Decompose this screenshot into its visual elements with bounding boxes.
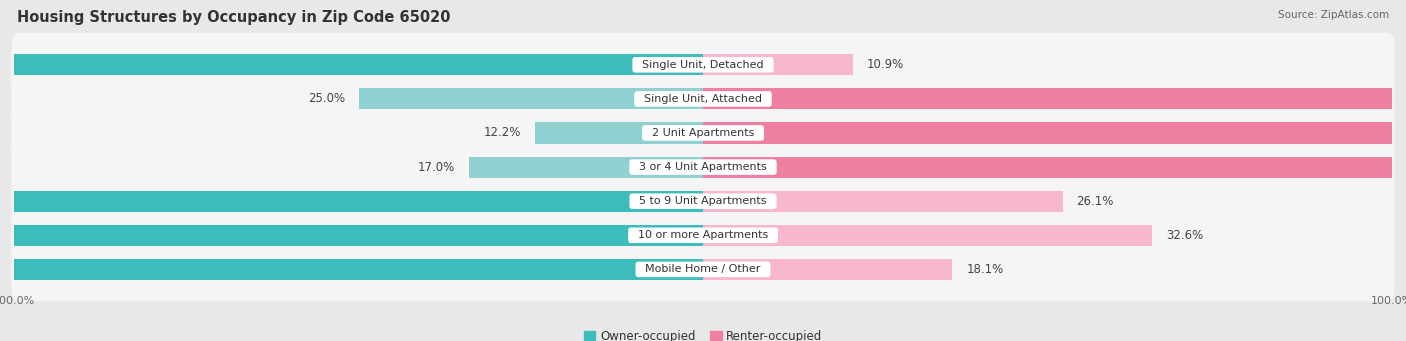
Bar [703,157,1406,178]
Bar [703,225,1152,246]
Text: 17.0%: 17.0% [418,161,456,174]
Text: Housing Structures by Occupancy in Zip Code 65020: Housing Structures by Occupancy in Zip C… [17,10,450,25]
Bar [703,122,1406,144]
Text: 10.9%: 10.9% [868,58,904,71]
Text: 32.6%: 32.6% [1166,229,1204,242]
Bar [0,225,703,246]
Bar [703,191,1063,212]
FancyBboxPatch shape [11,237,1395,301]
Bar [534,122,703,144]
Text: 25.0%: 25.0% [308,92,344,105]
Bar [468,157,703,178]
Bar [0,259,703,280]
Bar [703,259,952,280]
FancyBboxPatch shape [11,203,1395,267]
Text: 12.2%: 12.2% [484,127,522,139]
Text: Mobile Home / Other: Mobile Home / Other [638,264,768,275]
Text: 5 to 9 Unit Apartments: 5 to 9 Unit Apartments [633,196,773,206]
FancyBboxPatch shape [11,33,1395,97]
Text: 3 or 4 Unit Apartments: 3 or 4 Unit Apartments [633,162,773,172]
FancyBboxPatch shape [11,169,1395,233]
Text: Single Unit, Detached: Single Unit, Detached [636,60,770,70]
Text: Source: ZipAtlas.com: Source: ZipAtlas.com [1278,10,1389,20]
FancyBboxPatch shape [11,101,1395,165]
Text: 18.1%: 18.1% [966,263,1004,276]
Bar [0,54,703,75]
Text: 2 Unit Apartments: 2 Unit Apartments [645,128,761,138]
Legend: Owner-occupied, Renter-occupied: Owner-occupied, Renter-occupied [583,330,823,341]
Bar [0,191,703,212]
Text: Single Unit, Attached: Single Unit, Attached [637,94,769,104]
FancyBboxPatch shape [11,67,1395,131]
Text: 26.1%: 26.1% [1077,195,1114,208]
Bar [703,54,853,75]
Text: 10 or more Apartments: 10 or more Apartments [631,230,775,240]
Bar [703,88,1406,109]
FancyBboxPatch shape [11,135,1395,199]
Bar [359,88,703,109]
